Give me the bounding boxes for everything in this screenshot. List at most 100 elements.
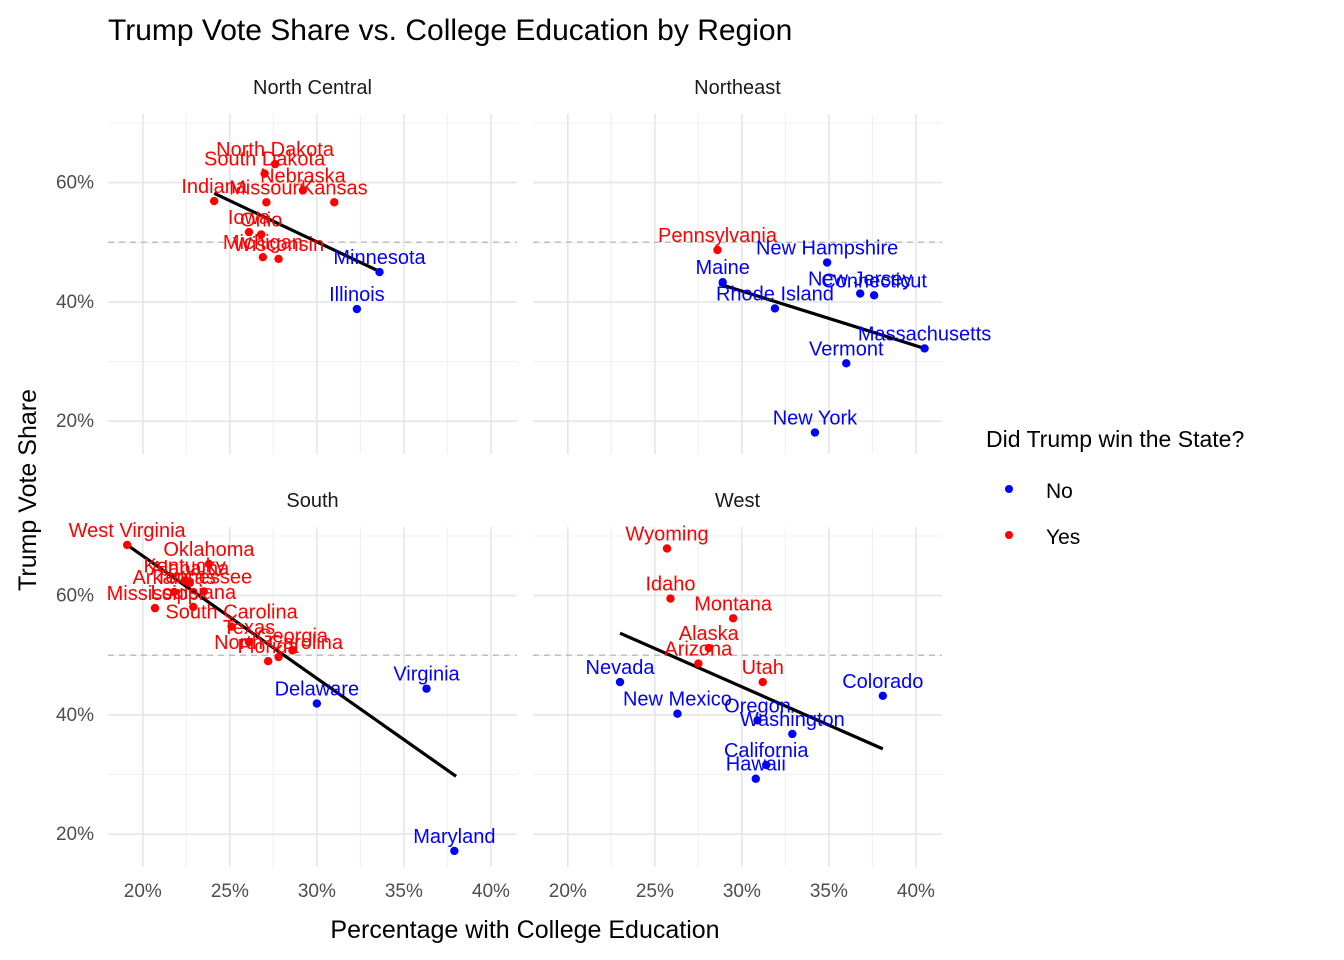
- point-michigan: [258, 252, 268, 262]
- point-vermont: [842, 359, 851, 368]
- point-nevada: [615, 677, 625, 687]
- point-kansas: [330, 198, 339, 207]
- point-new-hampshire: [822, 258, 832, 267]
- point-alabama: [185, 578, 194, 588]
- point-delaware: [312, 699, 322, 708]
- point-maryland: [450, 846, 459, 856]
- point-montana: [728, 614, 738, 623]
- y-tick-label: 40%: [56, 292, 94, 313]
- legend-key-no: [1005, 485, 1013, 493]
- point-pennsylvania: [713, 245, 722, 255]
- point-alaska: [704, 643, 713, 653]
- point-label-massachusetts: Massachusetts: [858, 323, 991, 345]
- point-wyoming: [662, 544, 672, 553]
- point-label-new-york: New York: [773, 408, 858, 430]
- point-missouri: [262, 198, 271, 207]
- point-label-washington: Washington: [740, 709, 845, 731]
- point-idaho: [666, 594, 675, 603]
- point-illinois: [352, 304, 362, 314]
- point-label-iowa: Iowa: [228, 207, 271, 229]
- point-rhode-island: [770, 304, 780, 313]
- point-new-york: [810, 428, 820, 437]
- point-label-indiana: Indiana: [181, 176, 247, 198]
- point-arkansas: [169, 587, 179, 597]
- point-oregon: [753, 716, 762, 725]
- point-label-arizona: Arizona: [664, 639, 733, 661]
- point-label-wisconsin: Wisconsin: [233, 234, 324, 256]
- x-tick-label: 20%: [549, 881, 587, 902]
- point-new-mexico: [673, 709, 682, 718]
- point-wisconsin: [274, 254, 283, 264]
- x-tick-label: 30%: [298, 881, 336, 902]
- point-label-colorado: Colorado: [842, 671, 923, 693]
- point-west-virginia: [122, 540, 132, 550]
- point-label-georgia: Georgia: [257, 625, 329, 647]
- x-axis-label: Percentage with College Education: [330, 916, 719, 944]
- trend-line: [619, 631, 884, 751]
- point-label-delaware: Delaware: [275, 679, 359, 701]
- point-label-south-carolina: South Carolina: [165, 602, 298, 624]
- point-label-oregon: Oregon: [724, 695, 791, 717]
- point-louisiana: [189, 602, 198, 612]
- point-label-kentucky: Kentucky: [143, 556, 225, 578]
- point-label-nebraska: Nebraska: [260, 165, 346, 187]
- point-label-north-dakota: North Dakota: [216, 139, 335, 161]
- facet-label: West: [715, 490, 761, 512]
- facet-label: Northeast: [694, 77, 781, 99]
- point-label-hawaii: Hawaii: [726, 754, 786, 776]
- point-label-kansas: Kansas: [301, 177, 368, 199]
- legend: Did Trump win the State? No Yes: [986, 426, 1244, 549]
- point-oklahoma: [204, 559, 214, 569]
- x-tick-label: 25%: [211, 881, 249, 902]
- point-label-utah: Utah: [742, 657, 784, 679]
- trend-line: [213, 191, 381, 273]
- point-label-vermont: Vermont: [809, 338, 884, 360]
- point-label-west-virginia: West Virginia: [69, 520, 187, 542]
- x-tick-label: 25%: [636, 881, 674, 902]
- point-label-new-hampshire: New Hampshire: [756, 238, 898, 260]
- point-label-michigan: Michigan: [223, 232, 303, 254]
- point-label-texas: Texas: [223, 617, 275, 639]
- facet-south: South West VirginiaOklahomaKentuckyAlabam…: [56, 490, 517, 902]
- point-new-jersey: [856, 289, 865, 298]
- point-minnesota: [375, 267, 384, 277]
- point-label-mississippi: Mississippi: [107, 583, 204, 605]
- trend-line: [718, 282, 926, 350]
- y-tick-label: 60%: [56, 586, 94, 607]
- point-texas: [244, 637, 254, 647]
- point-label-wyoming: Wyoming: [625, 523, 708, 545]
- point-connecticut: [869, 291, 879, 300]
- legend-key-yes: [1005, 531, 1013, 539]
- point-label-rhode-island: Rhode Island: [716, 283, 834, 305]
- point-tennessee: [199, 587, 208, 596]
- point-label-tennessee: Tennessee: [155, 566, 252, 588]
- point-indiana: [209, 196, 219, 206]
- point-north-carolina: [274, 652, 283, 662]
- point-label-maryland: Maryland: [413, 826, 495, 848]
- x-tick-label: 40%: [897, 881, 935, 902]
- point-label-south-dakota: South Dakota: [204, 149, 326, 171]
- point-label-pennsylvania: Pennsylvania: [658, 225, 778, 247]
- facet-label: South: [286, 490, 338, 512]
- legend-label-no: No: [1046, 480, 1073, 503]
- point-label-nevada: Nevada: [586, 657, 656, 679]
- point-arizona: [694, 659, 703, 668]
- y-tick-label: 20%: [56, 411, 94, 432]
- point-label-maine: Maine: [695, 257, 749, 279]
- legend-title: Did Trump win the State?: [986, 426, 1244, 452]
- point-label-idaho: Idaho: [645, 574, 695, 596]
- point-virginia: [422, 684, 431, 693]
- x-tick-label: 35%: [810, 881, 848, 902]
- x-tick-label: 40%: [472, 881, 510, 902]
- point-label-ohio: Ohio: [240, 209, 282, 231]
- facet-label: North Central: [253, 77, 372, 99]
- x-tick-label: 35%: [385, 881, 423, 902]
- point-colorado: [878, 691, 888, 701]
- point-label-arkansas: Arkansas: [132, 567, 215, 589]
- point-label-alabama: Alabama: [150, 558, 230, 580]
- x-tick-label: 30%: [723, 881, 761, 902]
